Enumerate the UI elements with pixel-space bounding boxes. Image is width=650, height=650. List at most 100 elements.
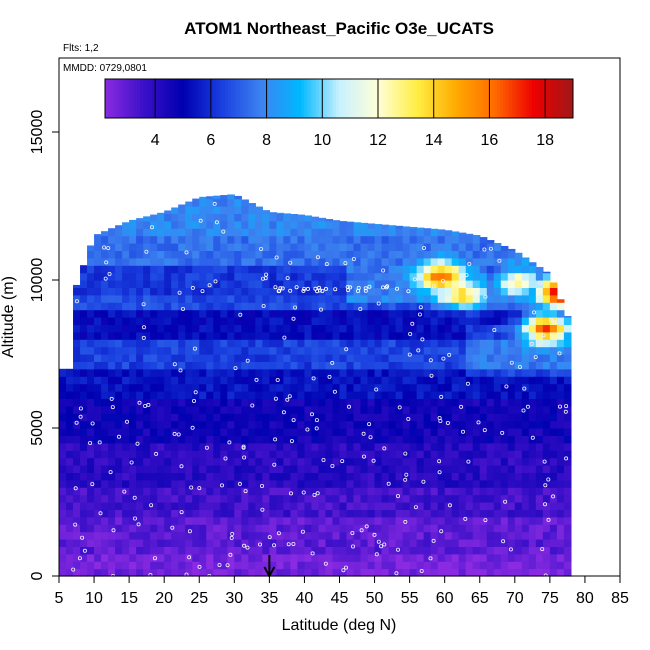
heatmap-cell: [507, 450, 516, 459]
heatmap-cell: [535, 287, 544, 296]
heatmap-cell: [437, 531, 446, 540]
heatmap-cell: [269, 383, 277, 392]
heatmap-cell: [192, 317, 200, 325]
heatmap-cell: [248, 220, 256, 229]
heatmap-cell: [549, 294, 558, 303]
obs-point: [227, 440, 232, 445]
heatmap-cell: [101, 479, 109, 488]
heatmap-cell: [458, 420, 467, 429]
heatmap-cell: [528, 531, 537, 540]
heatmap-cell: [423, 509, 432, 518]
heatmap-cell: [94, 509, 102, 518]
heatmap-cell: [486, 250, 495, 259]
heatmap-cell: [402, 487, 411, 496]
heatmap-cell: [178, 391, 186, 399]
heatmap-cell: [129, 331, 137, 340]
heatmap-cell: [150, 539, 158, 547]
heatmap-cell: [297, 398, 306, 407]
heatmap-cell: [430, 339, 439, 348]
heatmap-cell: [521, 450, 530, 459]
heatmap-cell: [521, 265, 530, 274]
heatmap-cell: [486, 302, 495, 311]
heatmap-cell: [94, 450, 102, 459]
heatmap-cell: [108, 568, 116, 577]
obs-point: [500, 430, 505, 435]
heatmap-cell: [416, 405, 425, 414]
heatmap-cell: [290, 391, 299, 399]
obs-point: [264, 272, 269, 277]
heatmap-cell: [465, 502, 474, 510]
heatmap-cell: [381, 428, 390, 436]
heatmap-cell: [164, 435, 172, 444]
colorbar-swatch: [169, 79, 173, 118]
heatmap-cell: [136, 294, 144, 303]
heatmap-cell: [150, 502, 158, 510]
heatmap-cell: [101, 516, 109, 525]
heatmap-cell: [535, 302, 544, 311]
heatmap-cell: [423, 257, 432, 266]
heatmap-cell: [402, 553, 411, 562]
heatmap-cell: [255, 354, 263, 362]
heatmap-cell: [290, 524, 299, 533]
obs-point: [191, 398, 196, 403]
heatmap-cell: [521, 539, 530, 547]
heatmap-cell: [507, 494, 516, 503]
heatmap-cell: [304, 509, 313, 518]
heatmap-cell: [346, 531, 355, 540]
heatmap-cell: [199, 302, 207, 311]
heatmap-cell: [80, 435, 88, 444]
heatmap-cell: [332, 331, 341, 340]
heatmap-cell: [556, 420, 565, 429]
heatmap-cell: [542, 413, 551, 422]
heatmap-cell: [318, 561, 327, 570]
heatmap-cell: [360, 524, 369, 533]
heatmap-cell: [367, 287, 376, 296]
heatmap-cell: [486, 450, 495, 459]
heatmap-cell: [360, 309, 369, 318]
obs-point: [407, 352, 412, 357]
heatmap-cell: [472, 346, 481, 355]
heatmap-cell: [563, 516, 572, 525]
heatmap-cell: [101, 413, 109, 422]
heatmap-cell: [234, 561, 242, 570]
heatmap-cell: [129, 220, 137, 229]
heatmap-cell: [521, 339, 530, 348]
colorbar-swatch: [236, 79, 241, 118]
colorbar-swatch: [172, 79, 176, 118]
heatmap-cell: [276, 228, 284, 237]
heatmap-cell: [220, 539, 228, 547]
heatmap-cell: [178, 398, 186, 407]
heatmap-cell: [185, 265, 193, 274]
heatmap-cell: [234, 331, 242, 340]
heatmap-cell: [241, 339, 249, 348]
heatmap-cell: [87, 553, 95, 562]
colorbar-swatch: [508, 79, 513, 118]
heatmap-cell: [199, 250, 207, 259]
heatmap-cell: [416, 280, 425, 288]
heatmap-cell: [276, 561, 284, 570]
heatmap-cell: [444, 494, 453, 503]
heatmap-cell: [178, 376, 186, 385]
heatmap-cell: [311, 465, 320, 473]
heatmap-cell: [486, 240, 495, 244]
heatmap-cell: [290, 487, 299, 496]
heatmap-cell: [465, 361, 474, 370]
heatmap-cell: [521, 324, 530, 333]
heatmap-cell: [388, 509, 397, 518]
heatmap-cell: [514, 531, 523, 540]
obs-point: [418, 305, 423, 310]
heatmap-cell: [262, 280, 270, 288]
heatmap-cell: [388, 235, 397, 244]
heatmap-cell: [143, 524, 151, 533]
heatmap-cell: [87, 383, 95, 392]
heatmap-cell: [73, 405, 81, 414]
heatmap-cell: [248, 243, 256, 251]
heatmap-cell: [143, 368, 151, 377]
heatmap-cell: [290, 339, 299, 348]
heatmap-cell: [360, 420, 369, 429]
heatmap-cell: [381, 339, 390, 348]
obs-point: [381, 268, 386, 273]
colorbar-swatch: [339, 79, 343, 118]
heatmap-cell: [339, 294, 348, 303]
heatmap-cell: [206, 324, 214, 333]
